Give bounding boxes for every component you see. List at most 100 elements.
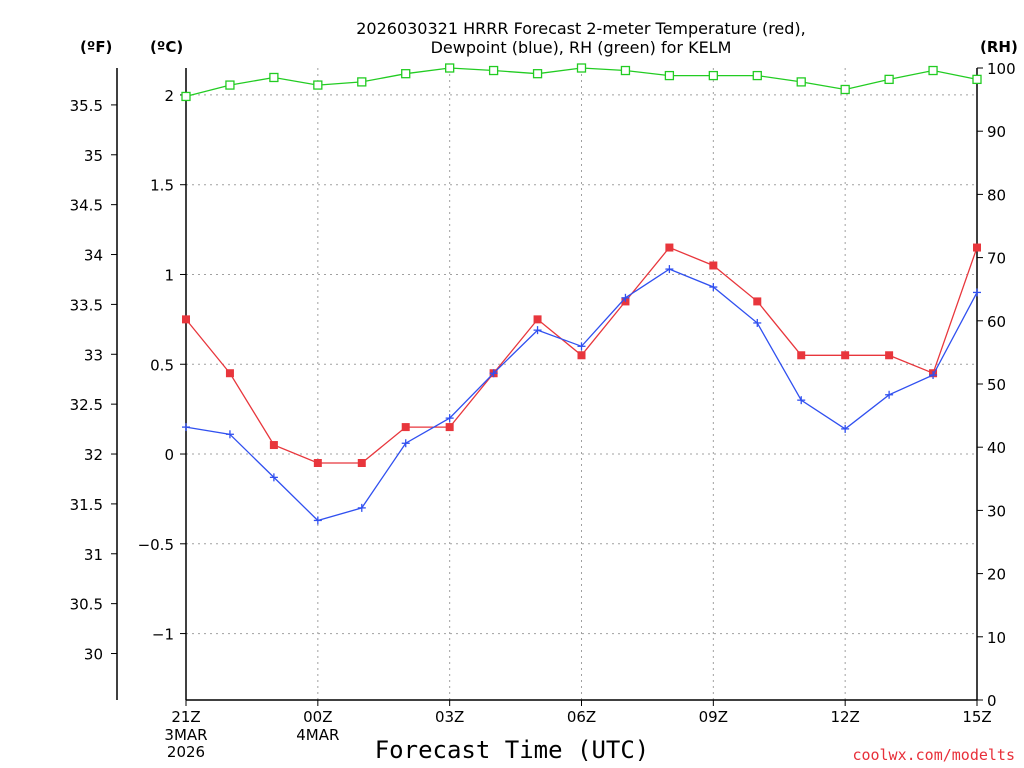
dewpoint-point xyxy=(973,288,981,297)
dewpoint-point xyxy=(665,265,674,274)
rh-point xyxy=(357,77,367,87)
temperature-point xyxy=(577,351,586,360)
dewpoint-point xyxy=(533,326,542,335)
unit-label-celsius: (ºC) xyxy=(150,38,183,56)
date-label: 4MAR xyxy=(296,726,339,744)
tick-label-f: 31 xyxy=(84,546,103,564)
tick-label-x: 15Z xyxy=(962,708,991,726)
tick-label-f: 34.5 xyxy=(70,197,103,215)
dewpoint-point xyxy=(709,283,718,292)
dewpoint-point xyxy=(182,423,190,432)
date-label: 2026 xyxy=(167,743,205,761)
tick-label-x: 00Z xyxy=(303,708,332,726)
temperature-point xyxy=(269,441,278,450)
temperature-point xyxy=(753,297,762,306)
dewpoint-point xyxy=(401,439,410,448)
tick-label-rh: 90 xyxy=(987,123,1006,141)
rh-point xyxy=(664,70,675,81)
x-axis-label: Forecast Time (UTC) xyxy=(375,736,650,764)
tick-label-f: 33 xyxy=(84,346,103,364)
tick-label-f: 33.5 xyxy=(70,296,103,314)
tick-label-rh: 40 xyxy=(987,439,1006,457)
dewpoint-point xyxy=(621,293,630,302)
tick-label-c: −0.5 xyxy=(138,536,174,554)
tick-label-x: 12Z xyxy=(830,708,859,726)
tick-label-x: 09Z xyxy=(699,708,728,726)
dewpoint-point xyxy=(753,318,762,327)
dewpoint-point xyxy=(797,396,806,405)
tick-label-c: 2 xyxy=(164,87,174,105)
temperature-point xyxy=(401,423,410,432)
dewpoint-point xyxy=(269,473,278,482)
tick-label-rh: 20 xyxy=(987,566,1006,584)
tick-label-x: 06Z xyxy=(567,708,596,726)
grid-lines xyxy=(186,68,977,700)
tick-label-rh: 80 xyxy=(987,186,1006,204)
rh-point xyxy=(972,74,982,85)
temperature-point xyxy=(885,351,894,360)
dewpoint-point xyxy=(929,371,938,380)
rh-point xyxy=(181,91,191,102)
rh-point xyxy=(401,69,411,79)
unit-label-rh: (RH) xyxy=(980,38,1018,56)
tick-label-f: 35 xyxy=(84,147,103,165)
tick-label-c: −1 xyxy=(152,626,174,644)
temperature-point xyxy=(709,261,718,270)
rh-point xyxy=(313,80,323,90)
tick-label-x: 21Z xyxy=(171,708,200,726)
data-series xyxy=(181,63,982,525)
tick-label-rh: 60 xyxy=(987,313,1006,331)
tick-label-rh: 50 xyxy=(987,376,1006,394)
temperature-point xyxy=(841,351,850,360)
rh-point xyxy=(840,84,850,95)
tick-label-f: 30 xyxy=(84,646,103,664)
dewpoint-point xyxy=(445,414,454,423)
rh-point xyxy=(225,80,235,90)
temperature-point xyxy=(313,459,322,467)
rh-point xyxy=(620,65,631,76)
temperature-point xyxy=(533,315,542,324)
rh-point xyxy=(796,77,806,87)
chart-title-line1: 2026030321 HRRR Forecast 2-meter Tempera… xyxy=(356,19,806,38)
chart-title-line2: Dewpoint (blue), RH (green) for KELM xyxy=(431,38,732,57)
credit-link[interactable]: coolwx.com/modelts xyxy=(852,746,1015,764)
tick-label-f: 32.5 xyxy=(70,396,103,414)
temperature-point xyxy=(665,243,674,252)
tick-label-f: 35.5 xyxy=(70,97,103,115)
temperature-point xyxy=(973,243,981,252)
tick-label-x: 03Z xyxy=(435,708,464,726)
temperature-point xyxy=(357,459,366,467)
dewpoint-point xyxy=(841,424,850,433)
temperature-point xyxy=(797,351,806,360)
tick-label-rh: 0 xyxy=(987,692,997,710)
temperature-point xyxy=(225,369,234,378)
dewpoint-point xyxy=(357,503,366,512)
tick-label-rh: 10 xyxy=(987,629,1006,647)
rh-point xyxy=(752,70,762,81)
tick-label-f: 34 xyxy=(84,247,103,265)
tick-label-c: 1.5 xyxy=(150,177,174,195)
dewpoint-point xyxy=(225,430,234,439)
rh-point xyxy=(269,72,279,83)
tick-label-rh: 100 xyxy=(987,60,1016,78)
rh-point xyxy=(532,69,543,79)
rh-point xyxy=(928,65,938,76)
dewpoint-point xyxy=(313,516,322,525)
tick-labels: 2 1.5 1 0.5 0 −0.5 −1 35.5 35 34.5 34 33.5 33 32.5 32 3… xyxy=(70,60,1016,761)
temperature-point xyxy=(445,423,454,432)
dewpoint-point xyxy=(489,369,498,378)
tick-label-rh: 70 xyxy=(987,250,1006,268)
tick-label-f: 30.5 xyxy=(70,596,103,614)
tick-label-f: 32 xyxy=(84,446,103,464)
dewpoint-point xyxy=(885,390,894,399)
tick-label-c: 0.5 xyxy=(150,356,174,374)
tick-label-c: 0 xyxy=(164,446,174,464)
rh-point xyxy=(488,65,499,76)
rh-point xyxy=(576,63,587,73)
temperature-point xyxy=(182,315,190,324)
tick-label-c: 1 xyxy=(164,266,174,284)
dewpoint-point xyxy=(577,342,586,351)
rh-point xyxy=(708,70,718,81)
date-label: 3MAR xyxy=(164,726,207,744)
